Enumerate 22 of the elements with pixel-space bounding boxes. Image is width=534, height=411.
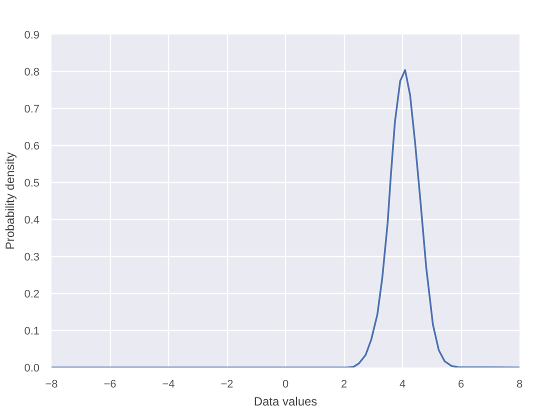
x-tick-label: −2 (220, 378, 234, 390)
x-tick-label: 4 (399, 378, 406, 390)
y-tick-label: 0.8 (24, 66, 40, 78)
y-tick-label: 0.9 (24, 30, 40, 42)
x-tick-label: 6 (458, 378, 464, 390)
y-tick-label: 0.0 (24, 362, 40, 374)
y-tick-label: 0.7 (24, 104, 40, 116)
x-tick-label: 0 (282, 378, 289, 390)
x-tick-label: −8 (45, 378, 58, 390)
line-series (52, 69, 520, 368)
x-axis-title: Data values (254, 394, 318, 408)
y-tick-label: 0.5 (24, 178, 40, 190)
x-tick-label: 2 (340, 378, 348, 390)
y-tick-label: 0.2 (24, 288, 40, 300)
y-tick-label: 0.4 (24, 214, 40, 226)
x-tick-label: 8 (516, 378, 523, 390)
y-axis-title: Probability density (3, 152, 18, 250)
x-tick-label: −6 (104, 378, 116, 390)
y-tick-label: 0.3 (24, 252, 40, 264)
x-tick-label: −4 (162, 378, 175, 390)
y-tick-label: 0.1 (24, 326, 40, 338)
y-tick-label: 0.6 (24, 140, 40, 152)
